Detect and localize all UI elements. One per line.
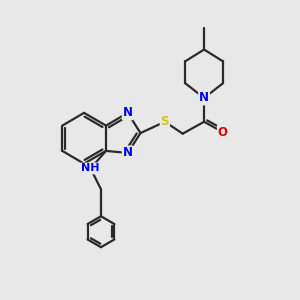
Text: N: N: [123, 106, 133, 119]
Text: O: O: [218, 126, 228, 139]
Text: N: N: [199, 92, 209, 104]
Text: S: S: [160, 115, 169, 128]
Text: N: N: [123, 146, 133, 160]
Text: NH: NH: [81, 164, 100, 173]
